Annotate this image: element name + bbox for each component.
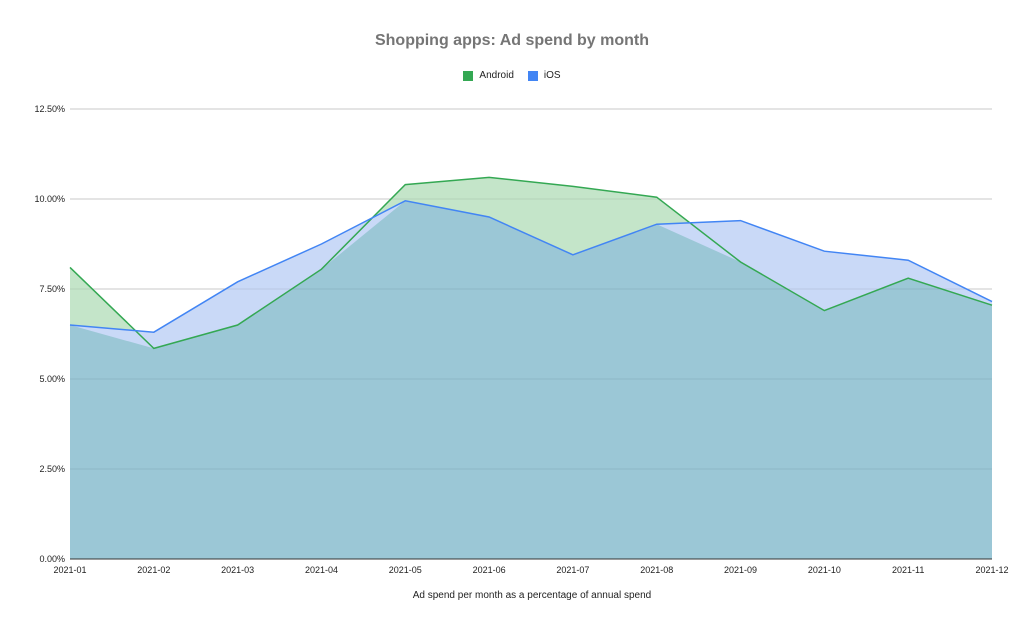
legend-label-android: Android: [479, 70, 514, 81]
y-tick-label: 0.00%: [39, 554, 65, 564]
area-overlap: [70, 200, 992, 560]
y-tick-label: 5.00%: [39, 374, 65, 384]
series-line-ios: [69, 200, 993, 333]
y-tick-label: 2.50%: [39, 464, 65, 474]
x-tick-label: 2021-06: [473, 565, 506, 575]
x-axis-title: Ad spend per month as a percentage of an…: [412, 590, 652, 601]
x-tick-label: 2021-07: [556, 565, 589, 575]
legend-item-ios[interactable]: iOS: [527, 70, 561, 81]
series-line-android: [69, 176, 993, 350]
x-tick-label: 2021-11: [892, 565, 924, 575]
x-tick-label: 2021-10: [808, 565, 841, 575]
legend-item-android[interactable]: Android: [463, 70, 514, 81]
y-tick-label: 10.00%: [34, 194, 65, 204]
legend: Android iOS: [0, 70, 1024, 81]
x-tick-label: 2021-05: [389, 565, 422, 575]
x-tick-label: 2021-04: [305, 565, 338, 575]
x-tick-label: 2021-03: [221, 565, 254, 575]
y-tick-label: 7.50%: [39, 284, 65, 294]
chart-title: Shopping apps: Ad spend by month: [374, 32, 650, 49]
x-tick-label: 2021-12: [975, 565, 1008, 575]
x-tick-label: 2021-02: [137, 565, 170, 575]
y-tick-label: 12.50%: [34, 104, 65, 114]
x-tick-label: 2021-08: [640, 565, 673, 575]
x-tick-label: 2021-09: [724, 565, 757, 575]
legend-swatch-android: [463, 70, 474, 81]
legend-swatch-ios: [527, 70, 538, 81]
x-tick-label: 2021-01: [53, 565, 86, 575]
legend-label-ios: iOS: [543, 70, 561, 81]
